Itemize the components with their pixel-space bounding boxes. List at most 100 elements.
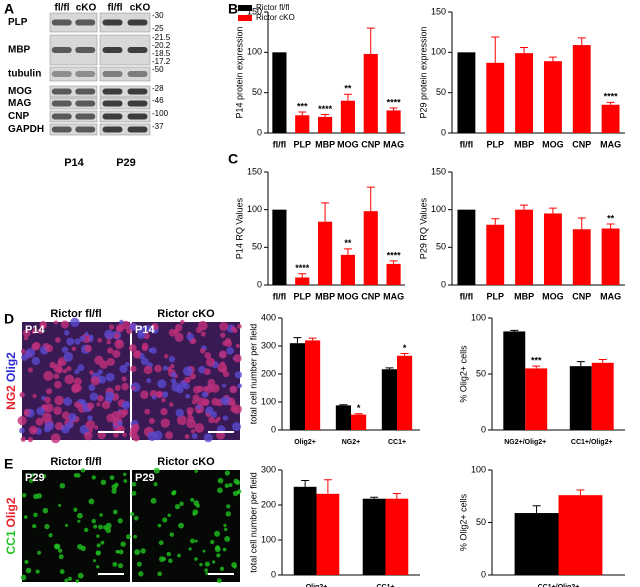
bar: [486, 224, 505, 285]
cell: [100, 479, 107, 486]
cell: [138, 331, 143, 336]
cell: [42, 507, 49, 514]
error-bar: [339, 404, 348, 406]
cell: [111, 484, 118, 491]
blot-band: [102, 88, 123, 95]
bar: [295, 277, 310, 285]
blot-band: [75, 113, 96, 120]
x-tick-label: CNP: [572, 291, 591, 301]
cell: [200, 331, 206, 337]
cell: [61, 346, 69, 353]
blot-strip: [99, 12, 151, 33]
cell: [170, 378, 177, 384]
cell: [32, 393, 37, 398]
cell: [39, 321, 47, 329]
cell: [168, 402, 174, 407]
x-tick-label: MAG: [383, 291, 404, 301]
cell: [158, 540, 164, 546]
cell: [184, 434, 190, 440]
cell: [150, 497, 157, 504]
cell: [161, 397, 166, 403]
cell: [106, 357, 115, 366]
cell: [74, 369, 80, 375]
cell: [75, 579, 80, 583]
y-tick-label: 0: [257, 279, 262, 289]
cell: [224, 536, 231, 542]
cell: [153, 467, 160, 474]
error-bar: [400, 353, 409, 356]
blot-band: [51, 47, 72, 53]
cell: [37, 328, 44, 335]
bar: [293, 486, 317, 575]
error-bar: [308, 337, 317, 341]
cell: [233, 354, 242, 363]
cell: [25, 348, 36, 358]
cell: [121, 382, 129, 391]
cell: [77, 519, 81, 523]
cell: [84, 527, 89, 533]
blot-band: [75, 88, 96, 95]
x-tick-label: fl/fl: [273, 291, 287, 301]
cell: [133, 534, 138, 539]
cell: [194, 539, 198, 543]
cell: [54, 380, 62, 389]
blot-band: [75, 100, 96, 107]
x-tick-label: PLP: [486, 139, 504, 149]
image-age: P29: [135, 472, 155, 484]
error-bar: [389, 107, 398, 111]
y-tick-label: 150: [431, 6, 446, 16]
x-tick-label: CNP: [572, 139, 591, 149]
cell: [20, 574, 27, 581]
cell: [148, 417, 155, 424]
error-bar: [370, 496, 379, 499]
cell: [194, 557, 198, 561]
cell: [204, 352, 212, 359]
cell: [113, 432, 119, 438]
lane-label: fl/fl: [108, 3, 123, 14]
cell: [225, 340, 233, 347]
significance: ****: [318, 104, 333, 114]
cell: [130, 365, 137, 373]
cell: [122, 432, 127, 437]
cell: [224, 527, 228, 532]
lane-label: cKO: [130, 3, 151, 14]
y-tick-label: 150: [247, 166, 262, 176]
bar: [515, 53, 534, 133]
cell: [25, 567, 32, 574]
size-label: -17.2: [152, 57, 171, 66]
cell: [45, 344, 53, 353]
significance: *: [403, 343, 407, 353]
blot-strip: [99, 85, 151, 98]
cell: [193, 500, 200, 506]
cell: [148, 347, 153, 353]
cell: [152, 394, 157, 400]
cell: [197, 409, 202, 414]
size-label: -46: [152, 96, 164, 105]
cell: [153, 482, 158, 487]
cell: [23, 335, 29, 341]
cell: [160, 418, 170, 428]
cell: [107, 347, 114, 354]
cell: [190, 538, 195, 544]
cell: [19, 392, 25, 398]
cell: [219, 321, 229, 331]
cell: [176, 415, 187, 426]
legend-swatch: [238, 5, 252, 11]
bar: [340, 100, 355, 133]
cell: [228, 483, 233, 487]
legend-swatch: [238, 15, 252, 21]
cell: [144, 408, 151, 415]
cell: [94, 425, 99, 430]
cell: [89, 370, 94, 375]
cell: [99, 513, 103, 517]
cell: [218, 350, 227, 359]
blot-band: [127, 126, 148, 133]
cell: [56, 366, 64, 374]
cell: [121, 376, 127, 382]
cell: [185, 393, 191, 399]
cell: [237, 383, 242, 389]
x-tick-label: MOG: [542, 139, 564, 149]
y-tick-label: 100: [431, 204, 446, 214]
y-tick-label: 50: [252, 242, 262, 252]
cell: [229, 385, 238, 394]
